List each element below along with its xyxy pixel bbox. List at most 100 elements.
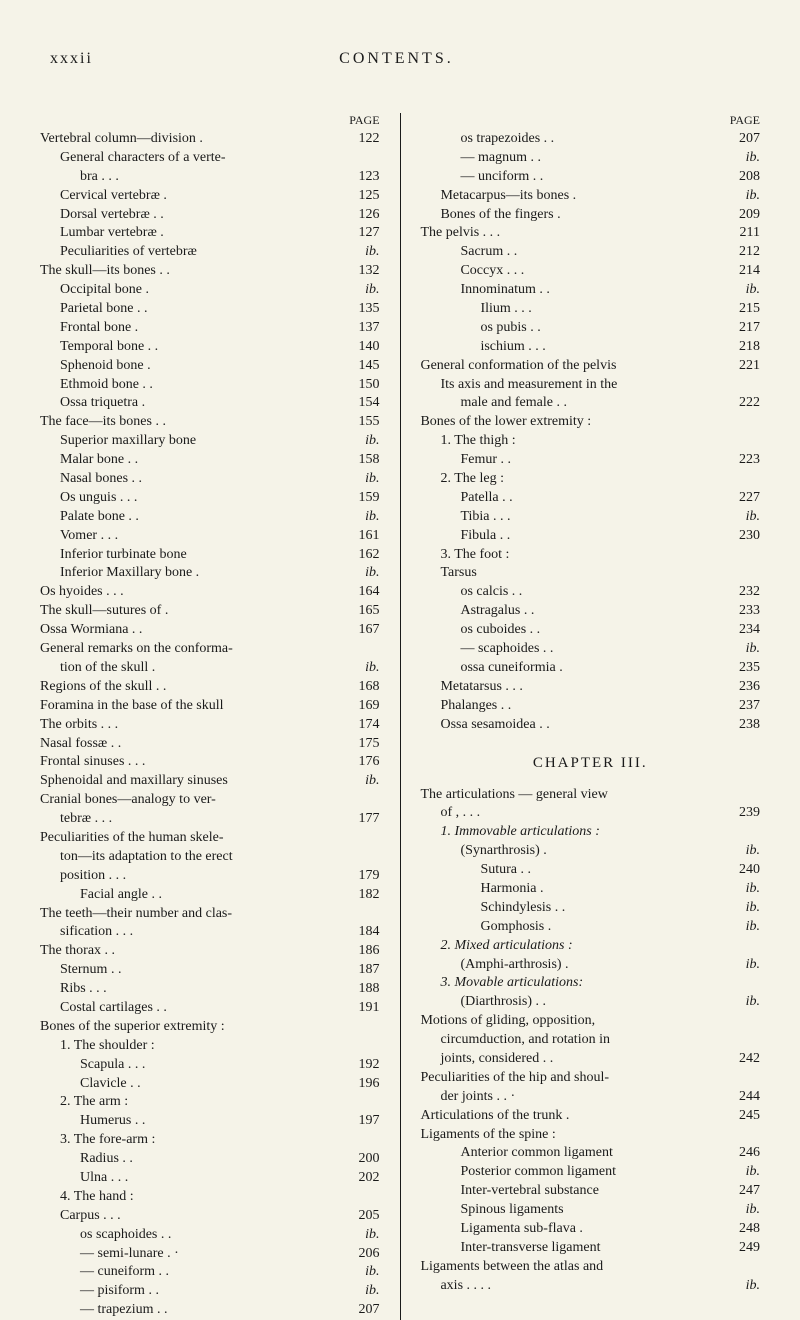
toc-entry: of , . . .239 xyxy=(420,804,760,823)
entry-page: 159 xyxy=(350,489,380,508)
entry-text: ton—its adaptation to the erect xyxy=(40,848,350,867)
entry-text: male and female . . xyxy=(420,394,730,413)
entry-text: Nasal fossæ . . xyxy=(40,735,350,754)
toc-entry: Coccyx . . .214 xyxy=(420,262,760,281)
toc-entry: joints, considered . .242 xyxy=(420,1050,760,1069)
toc-entry: tion of the skull .ib. xyxy=(40,659,380,678)
entry-page: 235 xyxy=(730,659,760,678)
entry-text: Cervical vertebræ . xyxy=(40,187,350,206)
entry-page: 165 xyxy=(350,602,380,621)
toc-entry: Bones of the fingers .209 xyxy=(420,206,760,225)
entry-text: Peculiarities of the human skele- xyxy=(40,829,350,848)
entry-text: Scapula . . . xyxy=(40,1056,350,1075)
toc-entry: Clavicle . .196 xyxy=(40,1075,380,1094)
toc-entry: Ossa triquetra .154 xyxy=(40,394,380,413)
entry-text: Sutura . . xyxy=(420,861,730,880)
toc-entry: Innominatum . .ib. xyxy=(420,281,760,300)
toc-entry: position . . .179 xyxy=(40,867,380,886)
entry-text: — scaphoides . . xyxy=(420,640,730,659)
toc-entry: Facial angle . .182 xyxy=(40,886,380,905)
entry-page: 232 xyxy=(730,583,760,602)
toc-entry: 3. The foot : xyxy=(420,546,760,565)
entry-text: Superior maxillary bone xyxy=(40,432,350,451)
toc-entry: Peculiarities of the human skele- xyxy=(40,829,380,848)
toc-entry: os calcis . .232 xyxy=(420,583,760,602)
toc-entry: Anterior common ligament246 xyxy=(420,1144,760,1163)
toc-entry: 1. The thigh : xyxy=(420,432,760,451)
toc-entry: (Synarthrosis) .ib. xyxy=(420,842,760,861)
entry-text: circumduction, and rotation in xyxy=(420,1031,730,1050)
entry-text: os pubis . . xyxy=(420,319,730,338)
toc-entry: Radius . .200 xyxy=(40,1150,380,1169)
entry-page: ib. xyxy=(730,187,760,206)
entry-text: Costal cartilages . . xyxy=(40,999,350,1018)
entry-text: Metacarpus—its bones . xyxy=(420,187,730,206)
toc-entry: Scapula . . .192 xyxy=(40,1056,380,1075)
entry-text: — trapezium . . xyxy=(40,1301,350,1320)
toc-entry: General conformation of the pelvis221 xyxy=(420,357,760,376)
entry-page: 206 xyxy=(350,1245,380,1264)
entry-page: 238 xyxy=(730,716,760,735)
toc-entry: (Amphi-arthrosis) .ib. xyxy=(420,956,760,975)
toc-entry: 1. The shoulder : xyxy=(40,1037,380,1056)
chapter-heading: CHAPTER III. xyxy=(420,755,760,772)
toc-entry: Ossa Wormiana . .167 xyxy=(40,621,380,640)
entry-text: The orbits . . . xyxy=(40,716,350,735)
entry-text: Frontal sinuses . . . xyxy=(40,753,350,772)
entry-page: 169 xyxy=(350,697,380,716)
entry-page: ib. xyxy=(350,470,380,489)
entry-text: The face—its bones . . xyxy=(40,413,350,432)
entry-page: ib. xyxy=(350,659,380,678)
entry-text: sification . . . xyxy=(40,923,350,942)
entry-text: Lumbar vertebræ . xyxy=(40,224,350,243)
entry-page: 211 xyxy=(730,224,760,243)
entry-page: ib. xyxy=(350,432,380,451)
entry-text: General remarks on the conforma- xyxy=(40,640,350,659)
entry-text: Harmonia . xyxy=(420,880,730,899)
entry-text: 4. The hand : xyxy=(40,1188,350,1207)
right-entries-2: The articulations — general viewof , . .… xyxy=(420,786,760,1296)
toc-entry: 1. Immovable articulations : xyxy=(420,823,760,842)
entry-page: 207 xyxy=(730,130,760,149)
toc-entry: Inferior Maxillary bone .ib. xyxy=(40,564,380,583)
entry-text: Occipital bone . xyxy=(40,281,350,300)
entry-text: The pelvis . . . xyxy=(420,224,730,243)
entry-text: Bones of the lower extremity : xyxy=(420,413,730,432)
entry-text: (Amphi-arthrosis) . xyxy=(420,956,730,975)
entry-text: Regions of the skull . . xyxy=(40,678,350,697)
toc-entry: os cuboides . .234 xyxy=(420,621,760,640)
entry-text: Malar bone . . xyxy=(40,451,350,470)
toc-entry: Dorsal vertebræ . .126 xyxy=(40,206,380,225)
toc-entry: Femur . .223 xyxy=(420,451,760,470)
toc-entry: Posterior common ligamentib. xyxy=(420,1163,760,1182)
entry-text: General characters of a verte- xyxy=(40,149,350,168)
toc-entry: Sacrum . .212 xyxy=(420,243,760,262)
toc-entry: Spinous ligamentsib. xyxy=(420,1201,760,1220)
toc-entry: Lumbar vertebræ .127 xyxy=(40,224,380,243)
entry-text: Vertebral column—division . xyxy=(40,130,350,149)
entry-page: 221 xyxy=(730,357,760,376)
entry-text: The thorax . . xyxy=(40,942,350,961)
entry-page: 196 xyxy=(350,1075,380,1094)
entry-page: 192 xyxy=(350,1056,380,1075)
entry-page: 137 xyxy=(350,319,380,338)
toc-entry: Astragalus . .233 xyxy=(420,602,760,621)
toc-entry: os trapezoides . .207 xyxy=(420,130,760,149)
entry-text: Os hyoides . . . xyxy=(40,583,350,602)
entry-text: 2. Mixed articulations : xyxy=(420,937,730,956)
entry-text: Patella . . xyxy=(420,489,730,508)
toc-entry: circumduction, and rotation in xyxy=(420,1031,760,1050)
entry-text: 1. The thigh : xyxy=(420,432,730,451)
toc-entry: Ligaments between the atlas and xyxy=(420,1258,760,1277)
toc-entry: Nasal fossæ . .175 xyxy=(40,735,380,754)
entry-page: 240 xyxy=(730,861,760,880)
entry-page: ib. xyxy=(730,842,760,861)
entry-page: ib. xyxy=(730,956,760,975)
entry-text: Tarsus xyxy=(420,564,730,583)
toc-entry: Peculiarities of vertebræib. xyxy=(40,243,380,262)
toc-entry: Os unguis . . .159 xyxy=(40,489,380,508)
toc-entry: sification . . .184 xyxy=(40,923,380,942)
entry-text: Cranial bones—analogy to ver- xyxy=(40,791,350,810)
entry-text: ossa cuneiformia . xyxy=(420,659,730,678)
toc-entry: Sternum . .187 xyxy=(40,961,380,980)
